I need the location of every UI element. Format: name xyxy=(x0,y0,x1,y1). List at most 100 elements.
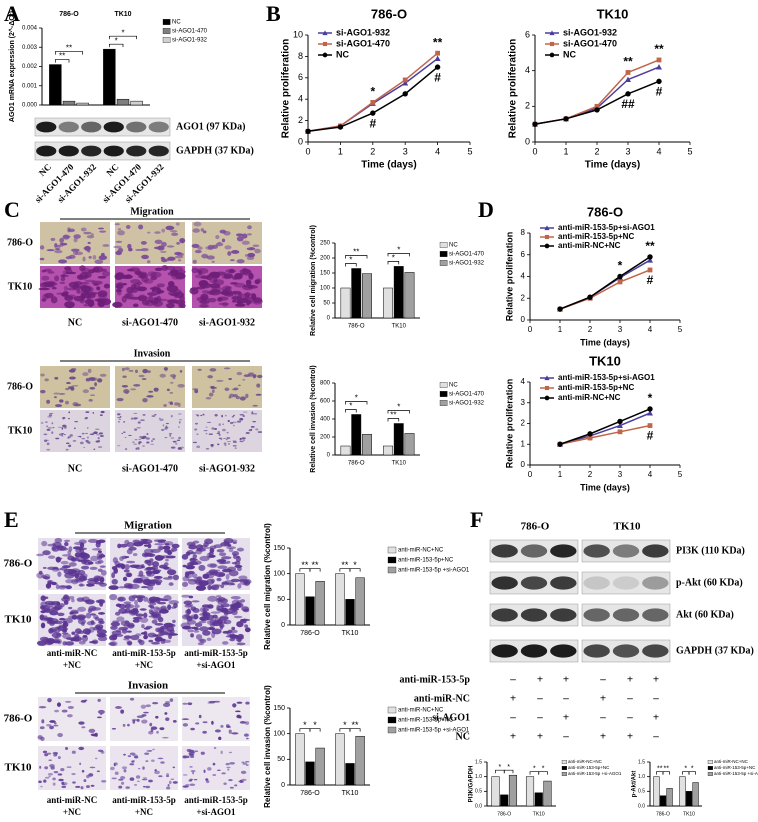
cell xyxy=(147,632,157,638)
significance-bracket xyxy=(108,35,138,40)
cell xyxy=(192,259,197,264)
significance-bracket xyxy=(503,769,514,774)
cell xyxy=(134,439,138,441)
cell xyxy=(223,540,230,546)
legend-swatch xyxy=(387,716,397,724)
cell xyxy=(60,560,69,565)
cell xyxy=(172,720,177,723)
cell xyxy=(122,282,127,286)
cell xyxy=(151,641,160,645)
significance-bracket xyxy=(387,410,410,414)
cell xyxy=(205,426,208,428)
cell xyxy=(194,249,202,254)
chart-title: 786-O xyxy=(587,204,623,219)
cell xyxy=(71,385,79,387)
cell xyxy=(144,559,152,563)
cell xyxy=(161,241,167,247)
cell xyxy=(251,411,254,414)
legend-swatch xyxy=(439,242,448,248)
cell xyxy=(169,698,174,703)
panel-letter: D xyxy=(478,197,494,222)
cell xyxy=(233,424,235,427)
point xyxy=(656,64,662,70)
cell xyxy=(149,722,153,727)
cell xyxy=(209,586,217,590)
cell xyxy=(141,624,145,629)
x-tick-label: 786-O xyxy=(59,11,79,18)
cell xyxy=(186,562,194,566)
cell xyxy=(197,642,204,646)
cell xyxy=(113,245,122,249)
cell xyxy=(114,771,119,775)
cell xyxy=(81,438,86,440)
y-tick-label: 250 xyxy=(320,241,331,247)
cell xyxy=(138,540,148,545)
bar xyxy=(340,445,351,456)
cell xyxy=(191,600,200,603)
cell xyxy=(88,605,97,612)
y-tick-label: 0.001 xyxy=(22,83,38,89)
cell xyxy=(61,781,65,785)
cell xyxy=(82,389,89,394)
cell-line-label: TK10 xyxy=(614,521,641,533)
cell xyxy=(202,630,211,636)
point xyxy=(617,279,623,285)
significance-label: ## xyxy=(621,97,635,111)
significance-label: ** xyxy=(301,560,309,570)
cell xyxy=(210,444,214,447)
blot-band xyxy=(612,576,640,590)
cell xyxy=(58,778,64,782)
cell xyxy=(135,775,141,779)
cell xyxy=(219,561,229,565)
cell xyxy=(54,537,63,544)
cell xyxy=(162,736,169,739)
cell xyxy=(234,784,238,787)
cell xyxy=(97,550,102,553)
cell xyxy=(76,274,85,280)
cell xyxy=(225,635,237,638)
point xyxy=(594,103,600,109)
cell xyxy=(228,729,232,734)
significance-bracket xyxy=(108,43,124,48)
cell xyxy=(60,276,66,282)
column-label: +si-AGO1 xyxy=(196,660,236,670)
point xyxy=(544,395,550,401)
cell xyxy=(126,560,136,564)
cell xyxy=(71,631,76,635)
bar xyxy=(295,733,305,786)
blot-band xyxy=(520,644,548,658)
cell xyxy=(233,615,243,619)
cell xyxy=(55,437,60,440)
cell xyxy=(119,543,128,548)
cell xyxy=(236,236,244,242)
significance-label: * xyxy=(533,766,536,773)
cell xyxy=(190,633,194,638)
cell xyxy=(117,228,122,231)
cell xyxy=(239,780,244,783)
cell xyxy=(219,552,227,557)
bar xyxy=(653,776,660,807)
cell xyxy=(162,424,165,427)
series-line xyxy=(534,59,660,125)
cell xyxy=(81,596,90,602)
cell xyxy=(153,297,160,301)
cell xyxy=(120,620,130,626)
cell xyxy=(116,288,122,293)
cell xyxy=(224,444,227,446)
blot-band xyxy=(126,121,147,133)
cell xyxy=(216,596,226,602)
cell xyxy=(141,719,148,724)
cell xyxy=(59,399,64,403)
cell xyxy=(207,604,214,609)
cell xyxy=(215,235,220,240)
cell xyxy=(126,640,133,645)
cell xyxy=(52,640,61,644)
bar xyxy=(679,776,686,807)
x-tick-label: TK10 xyxy=(342,630,359,637)
y-tick-label: 0 xyxy=(281,622,285,629)
bar xyxy=(345,599,355,626)
cell xyxy=(64,541,69,547)
cell xyxy=(129,752,136,756)
cell xyxy=(224,414,227,417)
cell xyxy=(165,717,170,721)
